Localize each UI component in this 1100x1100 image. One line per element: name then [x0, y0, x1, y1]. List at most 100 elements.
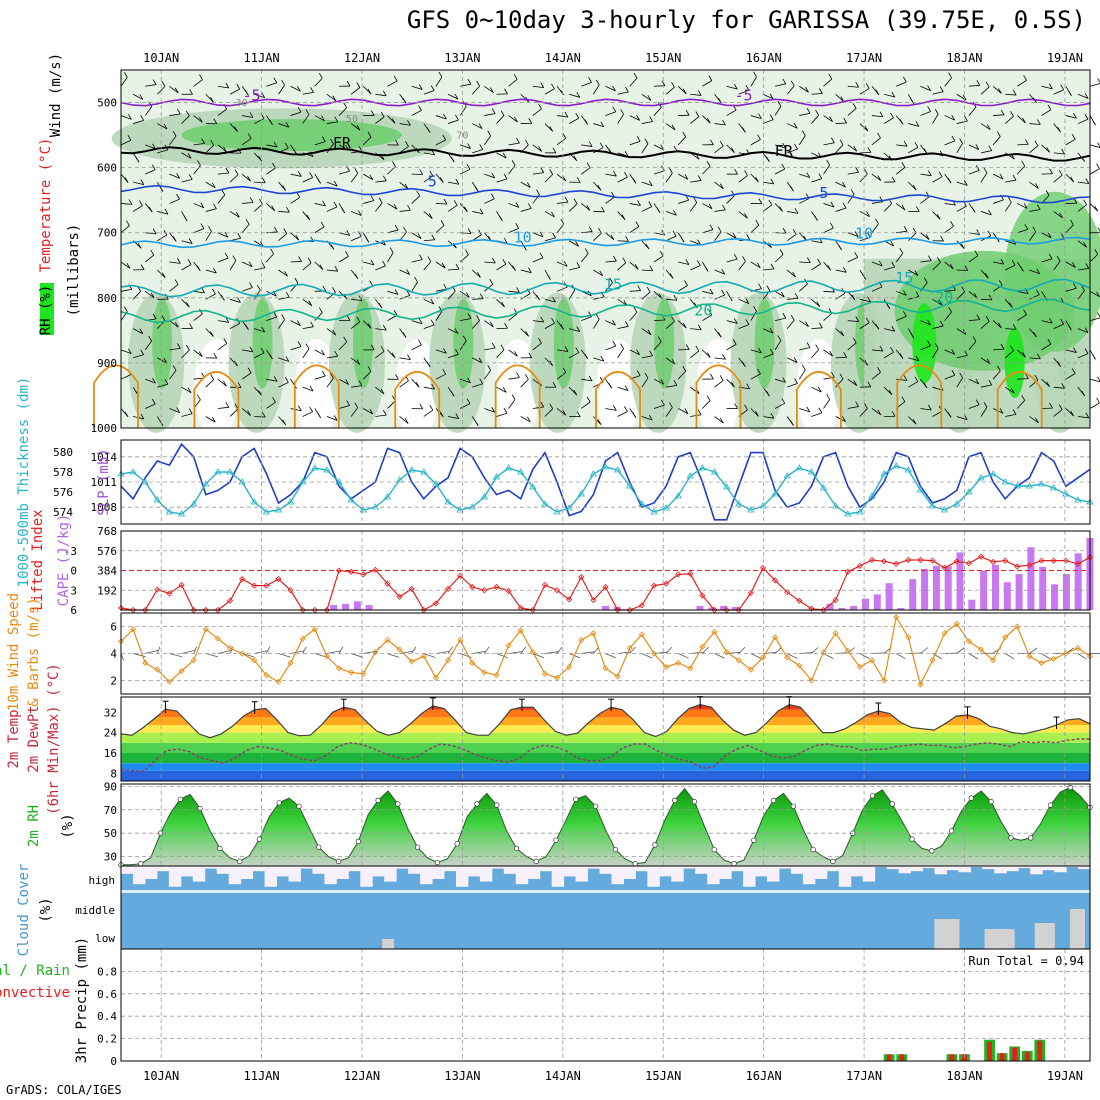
isotherm-label: 5 — [819, 184, 828, 202]
wind-barb — [1077, 240, 1087, 248]
wind-barb — [169, 113, 181, 116]
wind-barb-flag — [866, 211, 870, 217]
wind-barb-flag — [633, 307, 638, 313]
wind-barb-flag — [1046, 147, 1050, 153]
wind-barb-flag — [815, 344, 819, 350]
rh-vivid — [912, 303, 937, 384]
wind-barb-flag — [478, 229, 482, 235]
rh-contour-label: 50 — [346, 114, 358, 125]
lifted-index-marker — [275, 575, 282, 583]
cloud-level-low: low — [95, 932, 115, 945]
li-tick: -3 — [64, 545, 77, 558]
wind-barb — [532, 257, 544, 263]
wind-barb-flag — [174, 279, 179, 285]
surface-wind-barb — [265, 646, 271, 654]
thickness-marker — [977, 474, 985, 481]
high-cloud-gap — [204, 866, 218, 869]
wind-barb — [302, 91, 314, 95]
wind-barb — [181, 115, 190, 124]
isotherm-line — [120, 236, 1091, 249]
wind-barb-flag — [1000, 343, 1005, 350]
high-cloud-gap — [264, 866, 278, 887]
wind-barb — [520, 181, 531, 188]
wind-barb-flag — [938, 299, 943, 306]
wind-barb-flag — [295, 234, 300, 241]
precip-convective-bar — [999, 1053, 1005, 1061]
wind-barb-flag — [430, 319, 435, 326]
wind-barb-flag — [406, 269, 410, 275]
wind-barb — [266, 167, 276, 175]
wind-barb-flag — [890, 240, 895, 247]
thickness-marker — [722, 483, 731, 490]
wind-barb-flag — [879, 345, 884, 352]
wind-barb — [968, 404, 980, 409]
wind-barb-flag — [407, 205, 411, 211]
wind-barb — [738, 175, 748, 183]
wind-barb-flag — [706, 117, 711, 124]
wind-barb-flag — [491, 108, 496, 114]
wind-barb — [387, 400, 396, 409]
wind-barb — [556, 408, 566, 416]
wind-barb — [205, 269, 217, 274]
wind-barb — [677, 370, 686, 380]
wind-barb — [678, 199, 689, 204]
wind-barb — [435, 203, 447, 205]
wind-barb-flag — [890, 347, 894, 353]
wind-barb-flag — [1036, 289, 1040, 295]
surface-wind-barb — [932, 653, 942, 660]
wind-barb — [181, 152, 192, 159]
rh-marker — [1047, 802, 1054, 808]
lifted-index-marker — [1002, 557, 1009, 564]
wind-barb-flag — [562, 367, 567, 373]
wind-barb — [811, 412, 822, 417]
thickness-marker — [892, 462, 900, 469]
wind-barb — [568, 386, 578, 396]
wind-barb — [896, 378, 908, 381]
wind-barb — [472, 357, 483, 364]
wind-barb — [169, 261, 181, 264]
wind-barb — [169, 85, 179, 94]
wind-barb-flag — [270, 248, 274, 254]
wind-barb-flag — [697, 409, 702, 415]
wind-barb-flag — [200, 202, 205, 208]
wind-barb — [338, 341, 347, 351]
thickness-marker — [395, 476, 404, 483]
wind-barb — [750, 408, 759, 417]
thickness-marker — [177, 510, 186, 517]
lifted-index-marker — [1014, 563, 1021, 570]
wind-barb-flag — [370, 259, 375, 266]
wind-barb — [787, 211, 799, 214]
wind-barb — [690, 386, 700, 394]
wind-barb-flag — [805, 87, 809, 93]
wind-barb-flag — [1056, 255, 1061, 262]
wind-barb — [169, 370, 177, 380]
wind-speed-marker — [759, 654, 767, 661]
wind-barb-flag — [443, 198, 448, 205]
wind-barb-flag — [334, 265, 339, 272]
wind-barb-flag — [612, 85, 616, 92]
wind-barb-flag — [636, 136, 641, 142]
lifted-index-marker — [662, 580, 670, 587]
wind-barb-flag — [1047, 104, 1052, 110]
wind-barb-flag — [479, 293, 484, 299]
wind-barb-flag — [625, 86, 629, 93]
lifted-index-marker — [493, 583, 500, 591]
wind-barb — [145, 403, 156, 409]
wind-barb — [617, 325, 629, 329]
wind-barb-flag — [842, 181, 846, 188]
wind-speed-marker — [638, 631, 645, 638]
wind-barb-flag — [669, 273, 674, 279]
wind-barb-flag — [669, 402, 673, 408]
cape-tick: 192 — [97, 584, 117, 597]
wind-barb-flag — [237, 297, 241, 303]
wind-barb-flag — [853, 145, 858, 152]
wind-barb — [484, 85, 494, 93]
wind-barb-flag — [948, 306, 952, 313]
wind-barb-flag — [755, 219, 760, 226]
wind-barb-flag — [806, 406, 811, 413]
wind-barb — [326, 378, 334, 388]
wind-barb-flag — [854, 231, 859, 237]
wind-barb-flag — [949, 263, 954, 270]
wind-barb-flag — [283, 228, 288, 234]
wind-barb-flag — [976, 314, 981, 320]
